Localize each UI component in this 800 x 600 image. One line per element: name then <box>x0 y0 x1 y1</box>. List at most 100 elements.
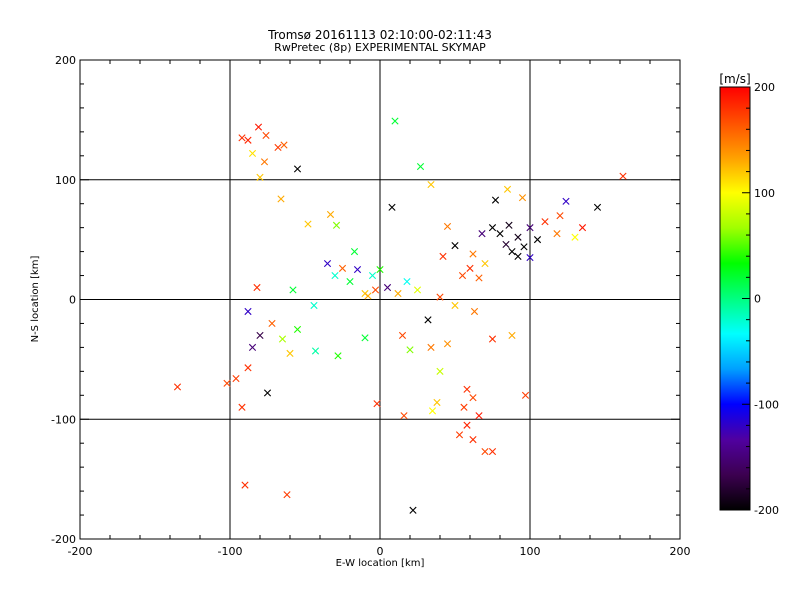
y-axis-label: N-S location [km] <box>30 256 41 343</box>
data-point-x <box>403 277 411 286</box>
data-point-x <box>256 331 264 340</box>
data-point-x <box>460 403 468 411</box>
data-point-x <box>304 220 312 228</box>
data-point-x <box>238 134 246 142</box>
data-point-x <box>373 400 381 408</box>
data-point-x <box>260 158 269 166</box>
data-point-x <box>241 481 249 489</box>
data-point-x <box>244 136 252 144</box>
data-point-x <box>293 325 302 334</box>
data-point-x <box>286 349 294 357</box>
data-point-x <box>520 243 528 251</box>
y-tick-label: -100 <box>51 413 76 426</box>
data-point-x <box>466 264 474 272</box>
data-point-x <box>376 265 384 274</box>
chart-title: Tromsø 20161113 02:10:00-02:11:43 <box>267 28 492 42</box>
data-point-x <box>508 248 516 256</box>
data-point-x <box>455 431 464 439</box>
data-point-x <box>268 319 276 328</box>
data-point-x <box>278 335 287 343</box>
data-point-x <box>436 293 444 301</box>
data-point-x <box>451 242 459 250</box>
data-point-x <box>223 379 231 387</box>
data-point-x <box>289 286 297 294</box>
data-point-x <box>173 383 182 391</box>
data-point-x <box>427 343 435 351</box>
data-point-x <box>463 385 471 393</box>
data-point-x <box>619 172 627 180</box>
data-point-x <box>323 259 332 268</box>
data-point-x <box>458 271 467 280</box>
data-point-x <box>518 194 527 202</box>
x-axis-label: E-W location [km] <box>336 558 425 569</box>
data-point-x <box>416 162 425 171</box>
x-tick-label: -100 <box>218 545 243 558</box>
data-point-x <box>508 331 516 340</box>
colorbar-tick-labels: 200 100 0 -100 -200 <box>754 81 779 517</box>
data-point-x <box>326 210 335 219</box>
colorbar-tick-label: 100 <box>754 187 775 200</box>
data-point-x <box>475 274 483 282</box>
data-point-x <box>280 141 288 149</box>
data-point-x <box>428 407 437 415</box>
data-point-x <box>502 240 510 249</box>
data-point-x <box>371 286 380 294</box>
data-point-x <box>253 283 261 292</box>
grid-lines <box>80 60 680 539</box>
data-point-x <box>332 221 341 229</box>
data-point-x <box>521 391 530 399</box>
y-tick-label: 0 <box>69 294 76 307</box>
data-point-x <box>463 421 471 429</box>
data-point-x <box>505 221 513 229</box>
data-point-x <box>311 347 320 355</box>
data-point-x <box>470 307 479 316</box>
data-point-x <box>274 143 282 152</box>
data-point-x <box>248 149 257 157</box>
data-point-x <box>488 335 497 343</box>
data-point-x <box>514 252 522 260</box>
data-point-x <box>232 374 240 383</box>
data-point-x <box>254 123 263 131</box>
data-point-x <box>238 403 246 411</box>
data-point-x <box>491 196 500 204</box>
data-point-x <box>409 506 417 514</box>
data-point-x <box>331 271 339 280</box>
data-point-x <box>262 131 270 140</box>
colorbar-tick-label: -200 <box>754 504 779 517</box>
data-point-x <box>443 340 452 348</box>
data-point-x <box>553 230 561 238</box>
data-point-x <box>571 233 579 241</box>
data-point-x <box>433 398 441 407</box>
y-tick-label: 200 <box>55 54 76 67</box>
data-point-x <box>451 301 459 310</box>
y-tick-labels: -200 -100 0 100 200 <box>51 54 76 546</box>
plot-frame <box>79 59 681 540</box>
chart-subtitle: RwPretec (8p) EXPERIMENTAL SKYMAP <box>274 41 486 54</box>
data-point-x <box>406 346 414 354</box>
data-point-x <box>310 301 318 310</box>
x-tick-label: -200 <box>68 545 93 558</box>
data-point-x <box>514 233 522 241</box>
data-point-x <box>413 286 422 294</box>
data-point-x <box>478 230 486 238</box>
x-tick-label: 0 <box>377 545 384 558</box>
data-point-x <box>488 224 497 232</box>
data-point-x <box>424 316 432 324</box>
data-point-x <box>361 334 369 342</box>
y-tick-label: -200 <box>51 533 76 546</box>
data-point-x <box>388 203 396 211</box>
x-tick-label: 200 <box>670 545 691 558</box>
data-point-x <box>475 412 483 420</box>
data-point-x <box>394 289 402 298</box>
data-point-x <box>248 343 257 351</box>
data-point-x <box>334 352 342 360</box>
data-point-x <box>346 277 354 286</box>
data-point-x <box>244 307 252 316</box>
data-point-x <box>533 236 542 244</box>
data-point-x <box>496 230 504 238</box>
data-point-x <box>383 283 392 292</box>
data-point-x <box>391 117 399 125</box>
data-points <box>173 117 627 514</box>
data-point-x <box>398 331 407 340</box>
